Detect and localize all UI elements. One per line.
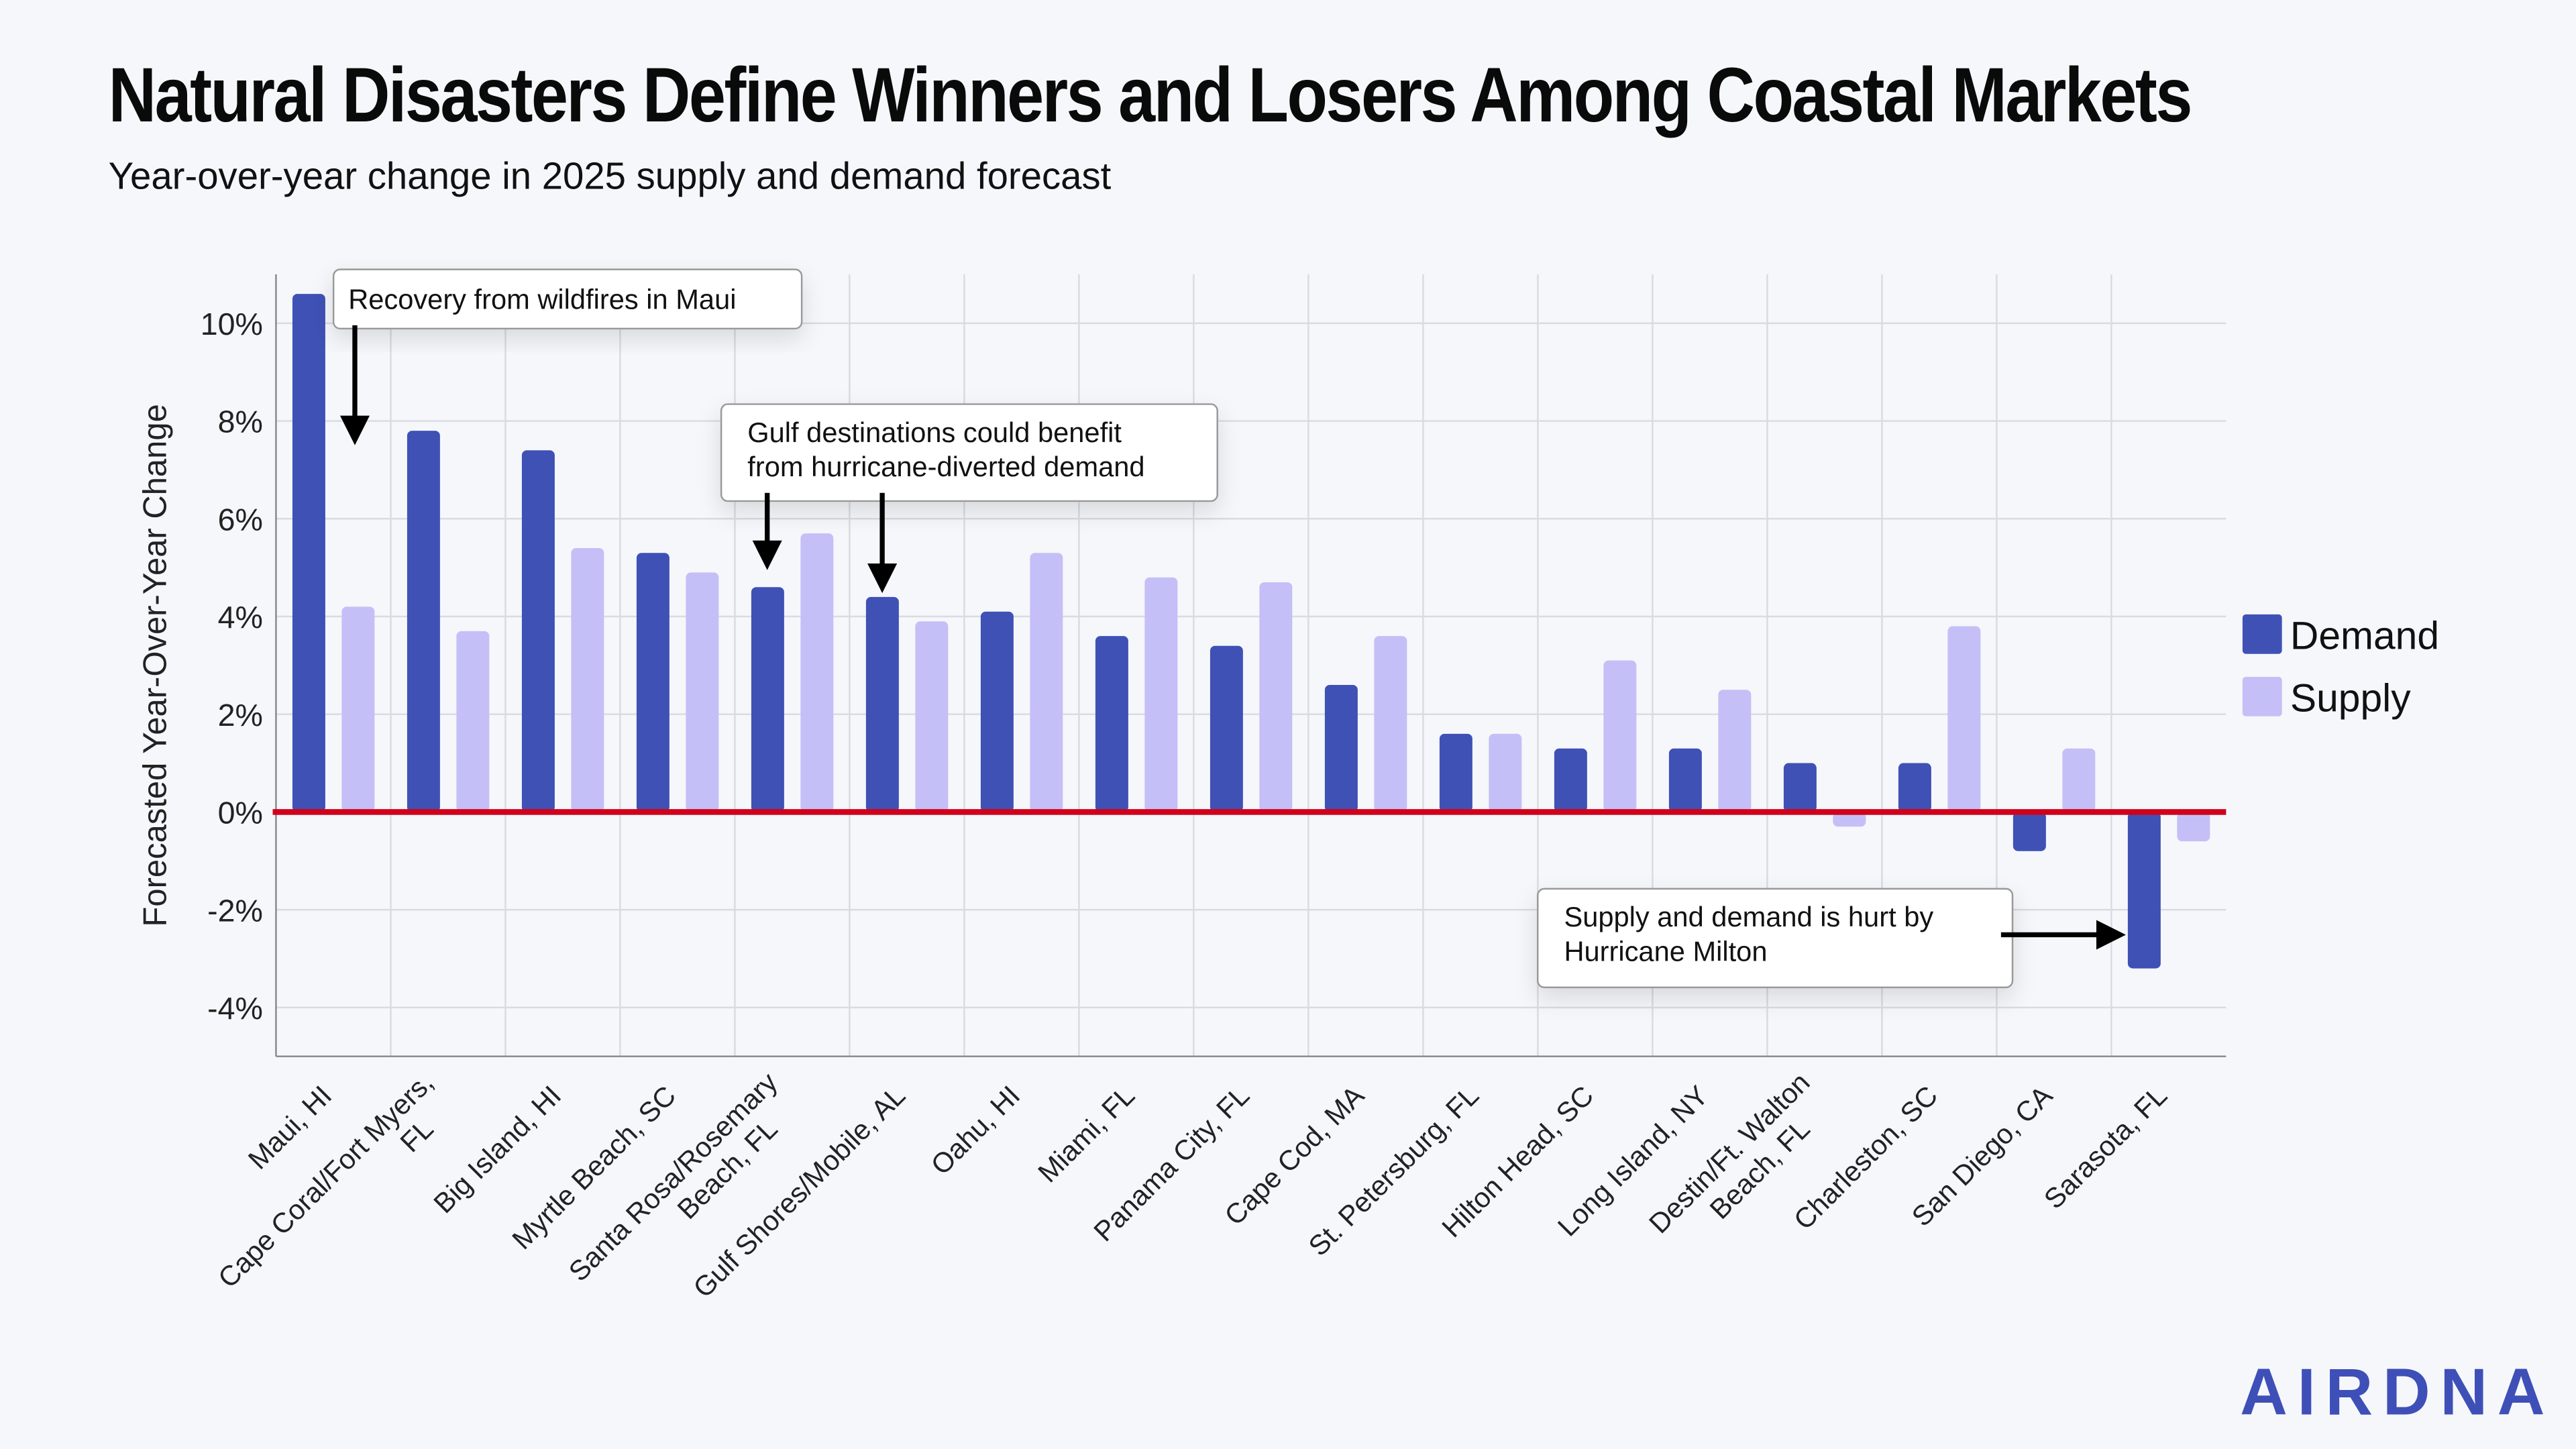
demand-bar bbox=[1668, 748, 1702, 812]
y-tick-label: -2% bbox=[207, 893, 263, 928]
x-tick-label: Sarasota, FL bbox=[2038, 1079, 2174, 1215]
y-tick-label: 8% bbox=[218, 405, 263, 439]
annotation-box bbox=[1537, 888, 2014, 989]
demand-bar bbox=[1439, 733, 1472, 812]
supply-bar bbox=[1144, 577, 1178, 812]
demand-bar bbox=[1554, 748, 1587, 812]
y-tick-label: 4% bbox=[218, 600, 263, 635]
annotation-box bbox=[720, 403, 1218, 502]
supply-bar bbox=[1947, 626, 1981, 812]
supply-bar bbox=[2177, 812, 2210, 842]
legend-label-demand: Demand bbox=[2290, 614, 2439, 657]
demand-bar bbox=[1783, 763, 1817, 812]
supply-bar bbox=[915, 621, 949, 812]
supply-bar bbox=[2062, 748, 2096, 812]
demand-bar bbox=[865, 596, 899, 812]
legend-swatch-demand bbox=[2242, 614, 2282, 654]
y-tick-label: -4% bbox=[207, 991, 263, 1026]
supply-bar bbox=[1833, 812, 1866, 827]
annotation-text: Recovery from wildfires in Maui bbox=[348, 283, 736, 315]
x-tick-label: Cape Coral/Fort Myers,FL bbox=[212, 1066, 463, 1317]
demand-bar bbox=[980, 611, 1014, 812]
x-tick-label: Miami, FL bbox=[1032, 1079, 1140, 1188]
demand-bar bbox=[1210, 645, 1243, 812]
supply-bar bbox=[341, 606, 375, 812]
y-tick-label: 6% bbox=[218, 502, 263, 537]
supply-bar bbox=[686, 572, 719, 812]
demand-bar bbox=[2012, 812, 2046, 851]
chart-subtitle: Year-over-year change in 2025 supply and… bbox=[108, 154, 1112, 197]
supply-bar bbox=[1030, 553, 1063, 812]
demand-bar bbox=[292, 294, 325, 812]
demand-bar bbox=[521, 450, 555, 812]
y-tick-label: 0% bbox=[218, 796, 263, 830]
supply-bar bbox=[1718, 690, 1752, 812]
demand-bar bbox=[751, 587, 784, 812]
chart-title: Natural Disasters Define Winners and Los… bbox=[108, 50, 2193, 138]
y-tick-label: 2% bbox=[218, 698, 263, 733]
legend-swatch-supply bbox=[2242, 676, 2282, 716]
demand-bar bbox=[1095, 636, 1128, 812]
annotation-box bbox=[332, 268, 803, 330]
legend-label-supply: Supply bbox=[2290, 676, 2411, 720]
demand-bar bbox=[636, 553, 669, 812]
airdna-logo: AIRDNA bbox=[2240, 1355, 2555, 1429]
y-tick-label: 10% bbox=[201, 307, 263, 341]
y-axis-label: Forecasted Year-Over-Year Change bbox=[137, 404, 173, 926]
demand-bar bbox=[407, 431, 440, 812]
demand-bar bbox=[1898, 763, 1931, 812]
supply-bar bbox=[1489, 733, 1522, 812]
x-tick-label: Santa Rosa/RosemaryBeach, FL bbox=[562, 1066, 806, 1310]
supply-bar bbox=[1603, 660, 1637, 812]
annotation-text: from hurricane-diverted demand bbox=[747, 451, 1144, 482]
demand-bar bbox=[2127, 812, 2161, 969]
annotation-text: Supply and demand is hurt by bbox=[1564, 901, 1933, 932]
annotation-text: Gulf destinations could benefit bbox=[747, 417, 1122, 448]
demand-bar bbox=[1324, 684, 1358, 812]
supply-bar bbox=[800, 533, 834, 812]
supply-bar bbox=[456, 631, 490, 812]
supply-bar bbox=[1374, 636, 1407, 812]
annotation-text: Hurricane Milton bbox=[1564, 936, 1767, 967]
supply-bar bbox=[571, 547, 604, 812]
supply-bar bbox=[1259, 582, 1293, 812]
x-tick-label: Oahu, HI bbox=[924, 1079, 1026, 1181]
